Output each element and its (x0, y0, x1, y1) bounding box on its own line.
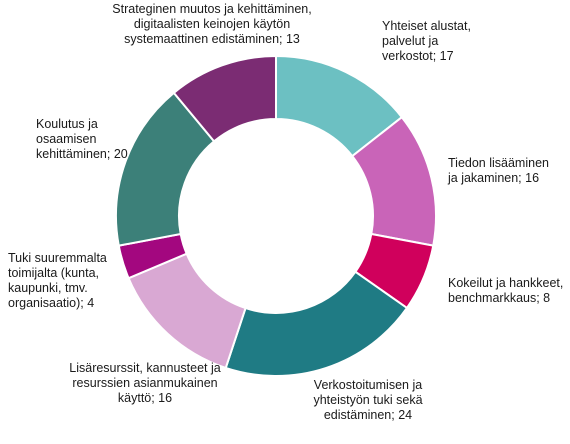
label-kokeilut-ja-hankkeet-benchmarkkaus: Kokeilut ja hankkeet, benchmarkkaus; 8 (448, 276, 563, 305)
label-tuki-suuremmalta-toimijalta-kunta-kaupun: Tuki suuremmalta toimijalta (kunta, kaupun… (8, 251, 107, 310)
label-line: edistäminen; 24 (324, 408, 412, 422)
label-line: toimijalta (kunta, (8, 266, 99, 280)
label-koulutus-ja-osaamisen-kehittaminen: Koulutus ja osaamisen kehittäminen; 20 (36, 117, 128, 161)
label-line: palvelut ja (382, 34, 438, 48)
label-line: digitaalisten keinojen käytön (134, 17, 290, 31)
label-line: kehittäminen; 20 (36, 147, 128, 161)
label-verkostoitumisen-ja-yhteistyon-tuki-seka: Verkostoitumisen ja yhteistyön tuki sekä e… (313, 378, 422, 422)
label-line: Koulutus ja (36, 117, 98, 131)
label-line: Kokeilut ja hankkeet, (448, 276, 563, 290)
label-line: kaupunki, tmv. (8, 281, 88, 295)
label-strateginen-muutos-ja-kehittaminen-digit: Strateginen muutos ja kehittäminen, digit… (112, 2, 311, 46)
label-line: verkostot; 17 (382, 49, 454, 63)
label-line: organisaatio); 4 (8, 296, 94, 310)
label-line: Tiedon lisääminen (448, 156, 549, 170)
label-line: systemaattinen edistäminen; 13 (124, 32, 300, 46)
label-line: Lisäresurssit, kannusteet ja (69, 361, 221, 375)
label-line: Verkostoitumisen ja (314, 378, 422, 392)
label-lisaresurssit-kannusteet-ja-resurssien-a: Lisäresurssit, kannusteet ja resurssien a… (69, 361, 221, 405)
label-line: benchmarkkaus; 8 (448, 291, 550, 305)
label-tiedon-lisaaminen-ja-jakaminen: Tiedon lisääminen ja jakaminen; 16 (447, 156, 549, 185)
label-yhteiset-alustat-palvelut-ja-verkostot: Yhteiset alustat, palvelut ja verkostot; 1… (382, 19, 471, 63)
label-line: yhteistyön tuki sekä (313, 393, 422, 407)
slice-strateginen-muutos-ja-kehittaminen-digit (172, 54, 277, 143)
label-line: Strateginen muutos ja kehittäminen, (112, 2, 311, 16)
label-line: käyttö; 16 (118, 391, 172, 405)
label-line: Yhteiset alustat, (382, 19, 471, 33)
label-line: Tuki suuremmalta (8, 251, 107, 265)
label-line: ja jakaminen; 16 (447, 171, 539, 185)
label-line: osaamisen (36, 132, 96, 146)
label-line: resurssien asianmukainen (72, 376, 217, 390)
